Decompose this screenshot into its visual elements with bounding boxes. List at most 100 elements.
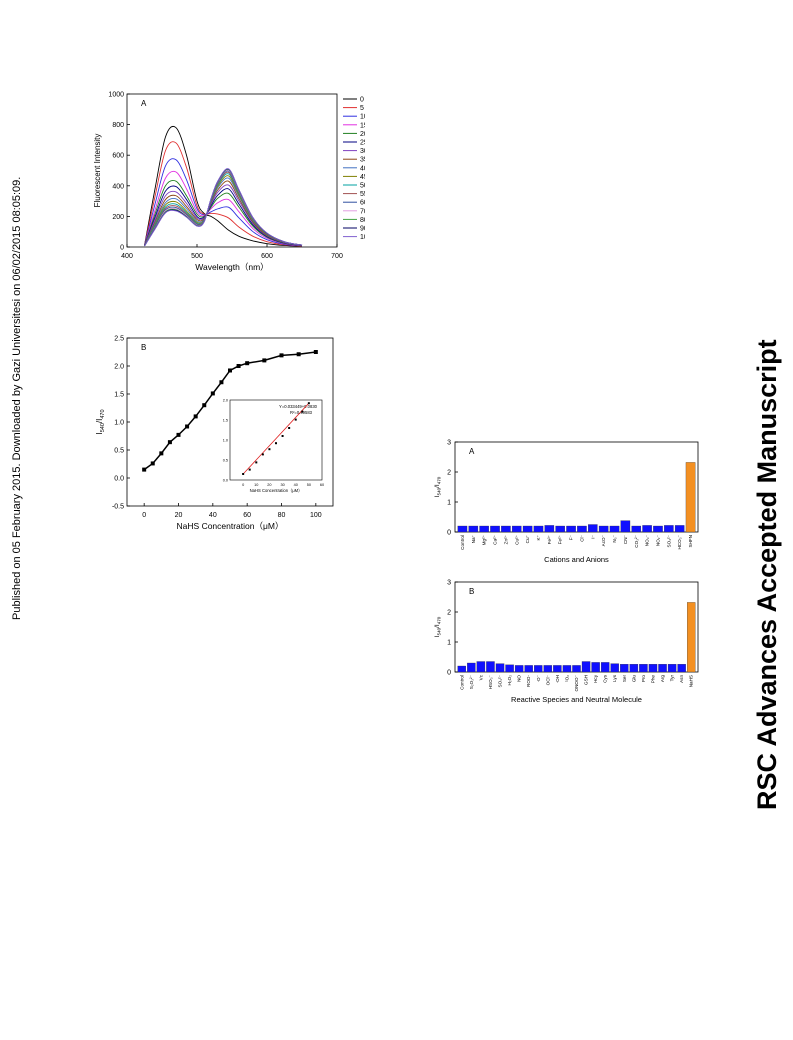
bar-3 bbox=[490, 525, 500, 533]
x-axis-label: Wavelength（nm） bbox=[195, 262, 268, 272]
x-tick-label: 0 bbox=[142, 512, 146, 519]
y-axis-label: Fluorescent Intensity bbox=[93, 134, 102, 208]
selectivity-ions-chart: 0 1 2 3 Control Na⁺ Mg²⁺ Ca²⁺ Zn²⁺ Cu²⁺ Cu⁺ K⁺ Fe³⁺ F… bbox=[415, 430, 715, 575]
ratio-point bbox=[236, 364, 241, 368]
bar-10 bbox=[553, 665, 562, 673]
bar-14 bbox=[591, 662, 600, 673]
bar-12 bbox=[588, 524, 598, 533]
category-label: ONOO⁻ bbox=[574, 674, 579, 691]
inset-point bbox=[288, 427, 291, 429]
category-label: Vc bbox=[478, 674, 483, 680]
bar-5 bbox=[505, 664, 514, 673]
publication-sidebar: Published on 05 February 2015. Downloade… bbox=[0, 0, 30, 1040]
legend-label: 70 bbox=[360, 208, 365, 215]
ratio-point bbox=[142, 467, 147, 472]
x-tick-label: 400 bbox=[121, 253, 133, 260]
y-tick-label: 200 bbox=[112, 214, 124, 221]
category-label: SO₄²⁻ bbox=[666, 534, 671, 547]
category-label: Lys bbox=[612, 674, 617, 682]
x-tick-label: 40 bbox=[209, 512, 217, 519]
bar-23 bbox=[677, 664, 686, 673]
spectrum-line-16 bbox=[144, 168, 303, 247]
y-tick-label: 600 bbox=[112, 153, 124, 160]
y-tick-label: 1 bbox=[447, 500, 451, 507]
y-tick-label: 3 bbox=[447, 580, 451, 587]
legend-label: 35 bbox=[360, 157, 365, 164]
category-label: K⁺ bbox=[536, 534, 541, 540]
category-label: Hcy bbox=[593, 674, 598, 683]
category-label: Ca²⁺ bbox=[493, 534, 498, 544]
inset-point bbox=[301, 410, 304, 413]
category-label: NaHS bbox=[689, 675, 694, 687]
legend-label: 10 bbox=[360, 114, 365, 121]
bar-4 bbox=[495, 663, 505, 673]
inset-x-tick-label: 50 bbox=[307, 483, 311, 487]
legend-label: 100 bbox=[360, 234, 365, 241]
spectrum-line-3 bbox=[144, 170, 303, 247]
bar-0 bbox=[457, 665, 466, 673]
inset-x-tick-label: 60 bbox=[320, 483, 324, 487]
category-label: Fe³⁺ bbox=[547, 534, 552, 544]
category-label: HSO₃⁻ bbox=[488, 674, 493, 689]
bar-16 bbox=[610, 663, 619, 673]
bar-8 bbox=[534, 665, 543, 673]
y-tick-label: 800 bbox=[112, 122, 124, 129]
inset-point bbox=[294, 418, 297, 421]
inset-point bbox=[281, 435, 284, 437]
bar-10 bbox=[566, 525, 576, 533]
inset-x-tick-label: 40 bbox=[294, 483, 298, 487]
panel-label: B bbox=[469, 587, 474, 596]
bar-20 bbox=[648, 664, 658, 673]
y-tick-label: 2.0 bbox=[114, 364, 124, 371]
y-tick-label: 0.5 bbox=[114, 448, 124, 455]
x-axis-label: Reactive Species and Neutral Molecule bbox=[511, 695, 642, 704]
category-label: N₃⁻ bbox=[612, 534, 617, 542]
x-tick-label: 80 bbox=[278, 512, 286, 519]
y-axis-label: I540/I470 bbox=[434, 616, 442, 637]
plot-frame bbox=[454, 441, 699, 533]
bar-9 bbox=[543, 665, 553, 673]
plot-frame bbox=[454, 581, 699, 673]
inset-x-tick-label: 30 bbox=[280, 483, 284, 487]
watermark-text: RSC Advances Accepted Manuscript bbox=[752, 339, 782, 810]
inset-x-tick-label: 10 bbox=[254, 483, 258, 487]
bar-7 bbox=[533, 525, 544, 533]
y-tick-label: 0 bbox=[120, 245, 124, 252]
y-tick-label: -0.5 bbox=[112, 504, 124, 511]
bar-21 bbox=[685, 462, 696, 533]
category-label: Cys bbox=[603, 674, 608, 683]
ratio-point bbox=[313, 350, 318, 354]
legend-label: 5 bbox=[360, 105, 364, 112]
ratio-point bbox=[228, 368, 232, 373]
spectrum-line-6 bbox=[144, 184, 303, 246]
x-tick-label: 60 bbox=[243, 512, 251, 519]
category-label: H₂O₂ bbox=[507, 675, 512, 686]
category-label: ·O⁻ bbox=[536, 674, 541, 682]
bar-13 bbox=[581, 661, 591, 673]
inset-y-tick-label: 2.0 bbox=[223, 399, 228, 403]
y-tick-label: 1.5 bbox=[114, 392, 124, 399]
category-label: SHFN bbox=[688, 535, 693, 548]
ratio-point bbox=[202, 403, 207, 408]
ratio-point bbox=[296, 352, 301, 357]
y-tick-label: 2 bbox=[447, 610, 451, 617]
y-tick-label: 0 bbox=[447, 530, 451, 537]
ratio-point bbox=[150, 461, 155, 466]
bar-1 bbox=[468, 525, 479, 533]
publication-note: Published on 05 February 2015. Downloade… bbox=[11, 177, 23, 620]
bar-1 bbox=[467, 662, 476, 673]
y-axis-label: I540/I470 bbox=[434, 476, 442, 497]
category-label: Phe bbox=[650, 675, 655, 684]
bar-20 bbox=[674, 525, 685, 533]
legend-label: 30 bbox=[360, 148, 365, 155]
bar-21 bbox=[658, 664, 667, 673]
category-label: Fe²⁺ bbox=[558, 534, 563, 544]
bar-15 bbox=[620, 520, 631, 533]
bar-7 bbox=[524, 665, 533, 673]
bar-17 bbox=[642, 525, 652, 533]
ratio-point bbox=[279, 353, 284, 358]
ratio-point bbox=[210, 391, 215, 396]
x-tick-label: 700 bbox=[331, 253, 343, 260]
bar-9 bbox=[555, 525, 565, 533]
category-label: ROO· bbox=[526, 675, 531, 687]
